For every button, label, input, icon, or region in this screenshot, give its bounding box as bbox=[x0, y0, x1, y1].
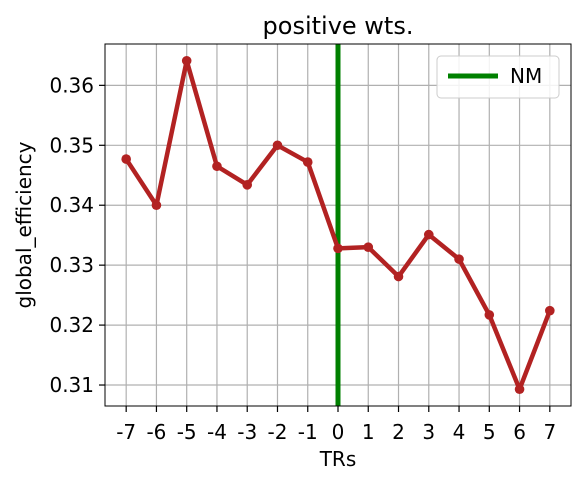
x-tick-label: 6 bbox=[513, 420, 526, 444]
data-point bbox=[545, 305, 555, 316]
x-tick-label: 7 bbox=[543, 420, 556, 444]
x-tick-label: -1 bbox=[298, 420, 318, 444]
data-point bbox=[242, 180, 253, 190]
x-tick-label: -3 bbox=[237, 420, 257, 444]
y-tick-label: 0.33 bbox=[49, 253, 94, 277]
data-point bbox=[212, 161, 222, 172]
y-axis-label: global_efficiency bbox=[12, 141, 36, 308]
data-point bbox=[423, 229, 434, 240]
x-tick-label: -5 bbox=[177, 420, 197, 444]
data-point bbox=[181, 55, 192, 66]
y-tick-label: 0.34 bbox=[49, 193, 94, 217]
x-axis-label: TRs bbox=[319, 447, 357, 471]
data-point bbox=[151, 200, 162, 211]
legend: NM bbox=[436, 55, 560, 99]
y-tick-label: 0.35 bbox=[49, 133, 94, 157]
x-tick-label: 1 bbox=[362, 420, 375, 444]
data-point bbox=[333, 243, 343, 254]
x-axis-ticks: -7 -6 -5 -4 -3 -2 -1 0 1 2 3 4 5 6 7 bbox=[116, 406, 556, 444]
x-tick-label: 2 bbox=[392, 420, 405, 444]
x-tick-label: 3 bbox=[422, 420, 435, 444]
data-point bbox=[393, 271, 404, 282]
x-tick-label: 0 bbox=[332, 420, 345, 444]
x-tick-label: -6 bbox=[146, 420, 166, 444]
data-point bbox=[121, 154, 131, 164]
data-point bbox=[454, 254, 464, 264]
data-point bbox=[484, 310, 495, 320]
legend-label-nm: NM bbox=[510, 64, 542, 88]
y-tick-label: 0.32 bbox=[49, 313, 94, 337]
x-tick-label: -2 bbox=[268, 420, 288, 444]
series-layer bbox=[121, 55, 555, 395]
data-point bbox=[302, 157, 313, 167]
x-tick-label: 4 bbox=[453, 420, 466, 444]
y-tick-label: 0.36 bbox=[49, 73, 94, 97]
y-tick-label: 0.31 bbox=[49, 373, 94, 397]
x-tick-label: 5 bbox=[483, 420, 496, 444]
y-axis-ticks: 0.31 0.32 0.33 0.34 0.35 0.36 bbox=[49, 73, 105, 397]
chart-title: positive wts. bbox=[263, 12, 414, 40]
data-point bbox=[363, 242, 374, 252]
data-point bbox=[272, 140, 283, 151]
x-tick-label: -4 bbox=[207, 420, 227, 444]
x-tick-label: -7 bbox=[116, 420, 136, 444]
data-point bbox=[514, 384, 525, 395]
